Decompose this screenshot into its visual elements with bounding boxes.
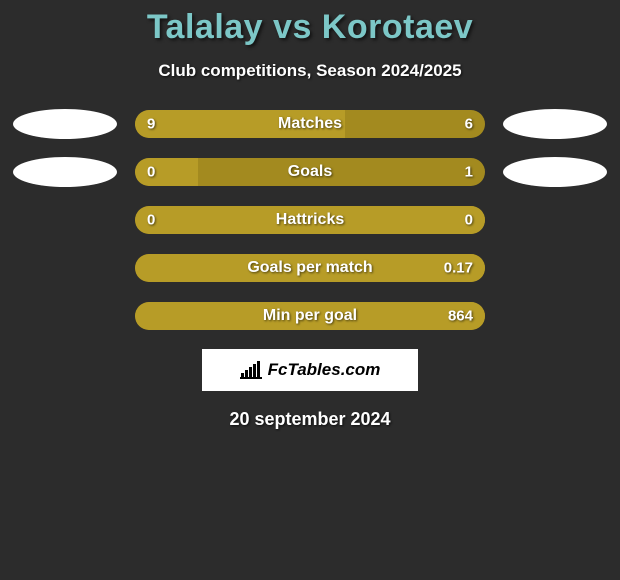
stat-value-right: 1 — [465, 164, 473, 181]
stat-row: 9 Matches 6 — [0, 109, 620, 139]
spacer — [503, 253, 607, 283]
stat-bar: 0 Hattricks 0 — [135, 206, 485, 234]
brand-text: FcTables.com — [268, 360, 381, 380]
stat-row: Min per goal 864 — [0, 301, 620, 331]
brand-badge: FcTables.com — [202, 349, 418, 391]
bar-chart-icon — [240, 361, 262, 379]
stat-bar: Min per goal 864 — [135, 302, 485, 330]
stat-label: Min per goal — [263, 307, 357, 325]
team-marker-right — [503, 157, 607, 187]
spacer — [13, 301, 117, 331]
stat-value-right: 6 — [465, 116, 473, 133]
stat-value-left: 0 — [147, 164, 155, 181]
stat-row: 0 Hattricks 0 — [0, 205, 620, 235]
spacer — [13, 205, 117, 235]
spacer — [503, 301, 607, 331]
spacer — [13, 253, 117, 283]
stat-rows: 9 Matches 6 0 Goals 1 0 Hattricks 0 Goals per mat… — [0, 109, 620, 331]
date-label: 20 september 2024 — [0, 409, 620, 430]
stat-value-right: 864 — [448, 308, 473, 325]
spacer — [503, 205, 607, 235]
stat-label: Goals — [288, 163, 332, 181]
stat-bar: Goals per match 0.17 — [135, 254, 485, 282]
stat-value-right: 0 — [465, 212, 473, 229]
stat-label: Matches — [278, 115, 342, 133]
team-marker-right — [503, 109, 607, 139]
stat-label: Goals per match — [247, 259, 372, 277]
stat-value-right: 0.17 — [444, 260, 473, 277]
stat-row: 0 Goals 1 — [0, 157, 620, 187]
stat-bar-fill — [135, 158, 198, 186]
team-marker-left — [13, 157, 117, 187]
stat-value-left: 0 — [147, 212, 155, 229]
page-title: Talalay vs Korotaev — [0, 8, 620, 47]
comparison-infographic: Talalay vs Korotaev Club competitions, S… — [0, 0, 620, 430]
subtitle: Club competitions, Season 2024/2025 — [0, 61, 620, 81]
stat-bar: 9 Matches 6 — [135, 110, 485, 138]
team-marker-left — [13, 109, 117, 139]
stat-value-left: 9 — [147, 116, 155, 133]
stat-row: Goals per match 0.17 — [0, 253, 620, 283]
stat-bar: 0 Goals 1 — [135, 158, 485, 186]
stat-label: Hattricks — [276, 211, 344, 229]
